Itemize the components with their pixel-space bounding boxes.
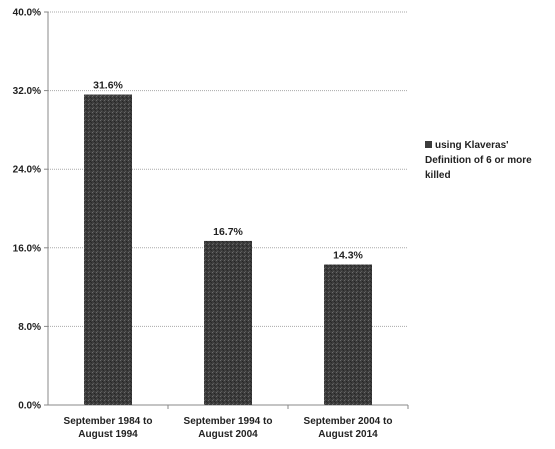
x-tick-label: September 1994 to (184, 416, 273, 427)
legend-label: using Klaveras' Definition of 6 or more … (425, 140, 532, 181)
y-tick-label: 8.0% (18, 322, 41, 333)
bar (204, 240, 252, 405)
data-label: 14.3% (333, 250, 363, 262)
y-tick-label: 16.0% (13, 243, 41, 254)
x-tick-label: September 1984 to (64, 416, 153, 427)
data-label: 31.6% (93, 80, 123, 92)
x-tick-label: August 2014 (318, 429, 378, 440)
x-tick-label: August 1994 (78, 429, 138, 440)
y-tick-label: 24.0% (13, 165, 41, 176)
legend: using Klaveras' Definition of 6 or more … (425, 138, 550, 183)
data-label: 16.7% (213, 226, 243, 238)
y-tick-label: 32.0% (13, 86, 41, 97)
x-tick-label: September 2004 to (304, 416, 393, 427)
legend-swatch (425, 141, 432, 148)
bar (84, 94, 132, 405)
y-tick-label: 40.0% (13, 8, 41, 19)
x-tick-label: August 2004 (198, 429, 258, 440)
bar (324, 264, 372, 405)
y-tick-label: 0.0% (18, 401, 41, 412)
